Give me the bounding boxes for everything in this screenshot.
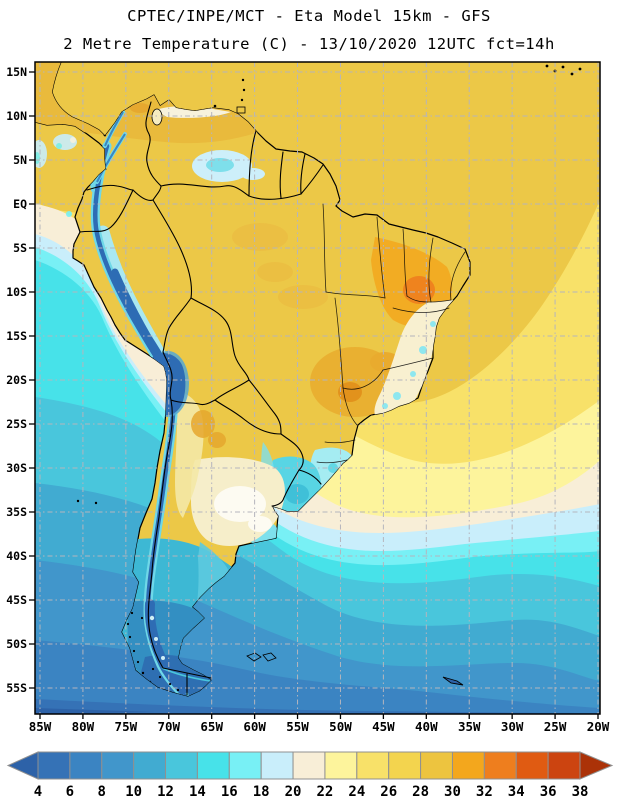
colorbar-value-label: 8 (98, 784, 106, 800)
colorbar-cell (356, 751, 390, 780)
lat-label: 10N (6, 109, 27, 123)
trinidad-island (236, 106, 246, 114)
colorbar-cell (515, 751, 549, 780)
colorbar-value-label: 34 (508, 784, 525, 800)
lat-label: 25S (6, 417, 27, 431)
country-borders (79, 101, 324, 696)
colorbar-cell (196, 751, 230, 780)
lat-label: 10S (6, 285, 27, 299)
lon-label: 20W (587, 719, 610, 734)
ocean-band-4-6 (35, 699, 600, 714)
longitude-axis: 85W 80W 75W 70W 65W 60W 55W 50W 45W 40W 35W 30W 25W 2… (29, 714, 610, 734)
lat-label: 5S (13, 241, 27, 255)
antilles-island-dot (240, 98, 244, 102)
colorbar-value-label: 14 (189, 784, 206, 800)
ocean-band-below-4 (35, 708, 155, 714)
colorbar-value-label: 6 (66, 784, 74, 800)
colorbar-value-label: 18 (253, 784, 270, 800)
colorbar-cell (420, 751, 453, 780)
pacific-cool-specks (35, 134, 77, 217)
antilles-island-dot (241, 78, 245, 82)
lat-label: 20S (6, 373, 27, 387)
colorbar-value-label: 20 (285, 784, 302, 800)
temperature-colorbar: 4 6 8 10 12 14 16 18 20 22 24 26 28 30 32 34 36 38 (6, 751, 614, 800)
colorbar-value-label: 36 (540, 784, 557, 800)
colorbar-cell (101, 751, 135, 780)
colorbar-cell (292, 751, 326, 780)
antilles-island-dot (242, 88, 246, 92)
lat-label: 35S (6, 505, 27, 519)
lat-label: 15N (6, 65, 27, 79)
map-content (35, 62, 600, 714)
colorbar-value-label: 26 (380, 784, 397, 800)
map-gridlines (35, 62, 600, 714)
lon-label: 35W (458, 719, 481, 734)
lon-label: 55W (286, 719, 309, 734)
colorbar-value-label: 32 (476, 784, 493, 800)
northeast-brazil-hot-core (403, 276, 435, 304)
colorbar-arrow-left (6, 751, 39, 780)
lon-label: 50W (329, 719, 352, 734)
colorbar-value-label: 30 (444, 784, 461, 800)
colorbar-cell (324, 751, 358, 780)
lon-label: 75W (115, 719, 138, 734)
figure-title-line1: CPTEC/INPE/MCT - Eta Model 15km - GFS (127, 7, 491, 25)
colorbar-value-label: 16 (221, 784, 238, 800)
south-georgia-island (442, 676, 464, 686)
colorbar-cell (228, 751, 262, 780)
lon-label: 45W (372, 719, 395, 734)
lat-label: 30S (6, 461, 27, 475)
lat-label: 45S (6, 593, 27, 607)
venezuela-interior-cool-patch (192, 150, 265, 182)
colorbar-value-label: 4 (34, 784, 42, 800)
colorbar-value-label: 22 (317, 784, 334, 800)
colorbar-value-label: 28 (412, 784, 429, 800)
colorbar-arrow-right (579, 751, 614, 780)
lat-label: EQ (13, 197, 27, 211)
colorbar-value-label: 12 (157, 784, 174, 800)
latitude-axis: 15N 10N 5N EQ 5S 10S 15S 20S 25S 30S 35S 40S 45S 50S 5… (6, 65, 35, 695)
lake-maracaibo (151, 108, 163, 126)
lon-label: 40W (415, 719, 438, 734)
colorbar-cell (547, 751, 581, 780)
lat-label: 40S (6, 549, 27, 563)
juan-fernandez-dot (76, 499, 80, 503)
colorbar-cell (260, 751, 294, 780)
lat-label: 55S (6, 681, 27, 695)
magellan-strait (161, 667, 211, 682)
falkland-islands-west (246, 652, 262, 662)
lon-label: 85W (29, 719, 52, 734)
colorbar-value-label: 38 (572, 784, 589, 800)
lon-label: 30W (501, 719, 524, 734)
figure-title-line2: 2 Metre Temperature (C) - 13/10/2020 12U… (63, 35, 555, 53)
northwest-argentina-warm-specks (191, 410, 226, 448)
lon-label: 70W (157, 719, 180, 734)
brazil-state-borders (316, 203, 466, 464)
map-area (34, 61, 601, 715)
colorbar-cell (69, 751, 103, 780)
juan-fernandez-dot (94, 501, 98, 505)
lat-label: 50S (6, 637, 27, 651)
map-frame (34, 61, 601, 715)
lat-label: 5N (13, 153, 27, 167)
margarita-island-dot (213, 104, 217, 108)
colorbar-value-label: 10 (125, 784, 142, 800)
colorbar-value-label: 24 (348, 784, 365, 800)
lat-label: 15S (6, 329, 27, 343)
colorbar-cell (133, 751, 167, 780)
colorbar-cell (388, 751, 422, 780)
lon-label: 80W (72, 719, 95, 734)
lon-label: 60W (243, 719, 266, 734)
amazon-warm-specks (232, 223, 328, 309)
colorbar-cell (451, 751, 485, 780)
lon-label: 25W (544, 719, 567, 734)
colorbar-cell (37, 751, 71, 780)
colorbar-cell (165, 751, 198, 780)
colorbar-cell (483, 751, 517, 780)
lon-label: 65W (200, 719, 223, 734)
pampa-mild-region (191, 457, 285, 546)
falkland-islands-east (262, 652, 277, 662)
